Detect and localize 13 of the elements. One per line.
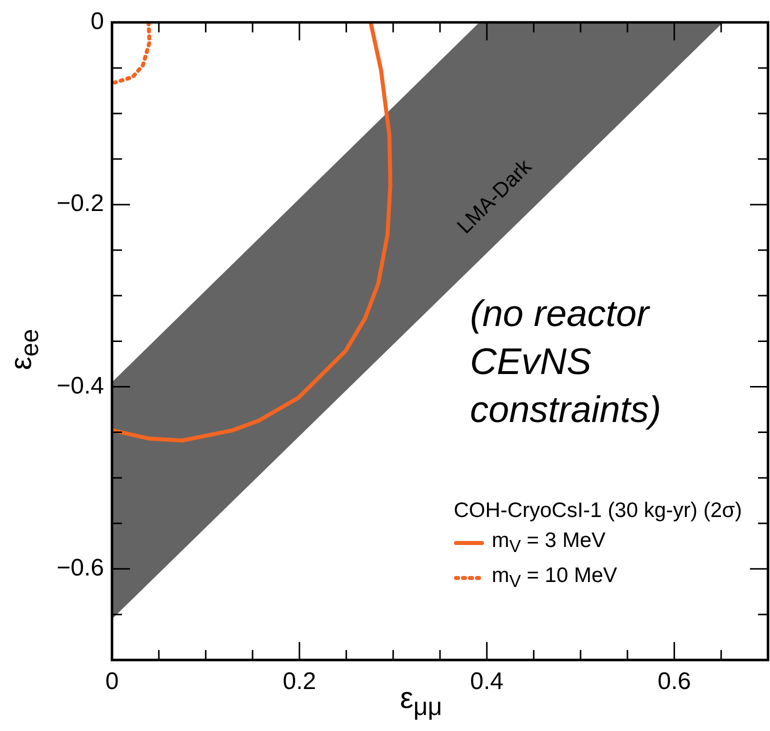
y-tick-label: −0.6	[56, 554, 104, 582]
y-tick-label: 0	[90, 8, 104, 36]
y-tick-label: −0.2	[56, 190, 104, 218]
x-tick-label: 0.2	[282, 668, 316, 696]
x-tick-label: 0.4	[470, 668, 504, 696]
legend-label: m$_{V}$ = 10 MeV	[492, 562, 618, 593]
y-tick-label: −0.4	[56, 372, 104, 400]
annotation: (no reactor CEvNS constraints)	[470, 292, 662, 432]
x-tick-label: 0.6	[658, 668, 691, 696]
legend-title: COH-CryoCsI-1 (30 kg-yr) (2σ)	[454, 498, 742, 524]
line-series	[112, 22, 152, 85]
x-axis-title: ε$_{μμ}$	[400, 682, 442, 722]
legend-label: m$_{V}$ = 3 MeV	[492, 528, 606, 558]
